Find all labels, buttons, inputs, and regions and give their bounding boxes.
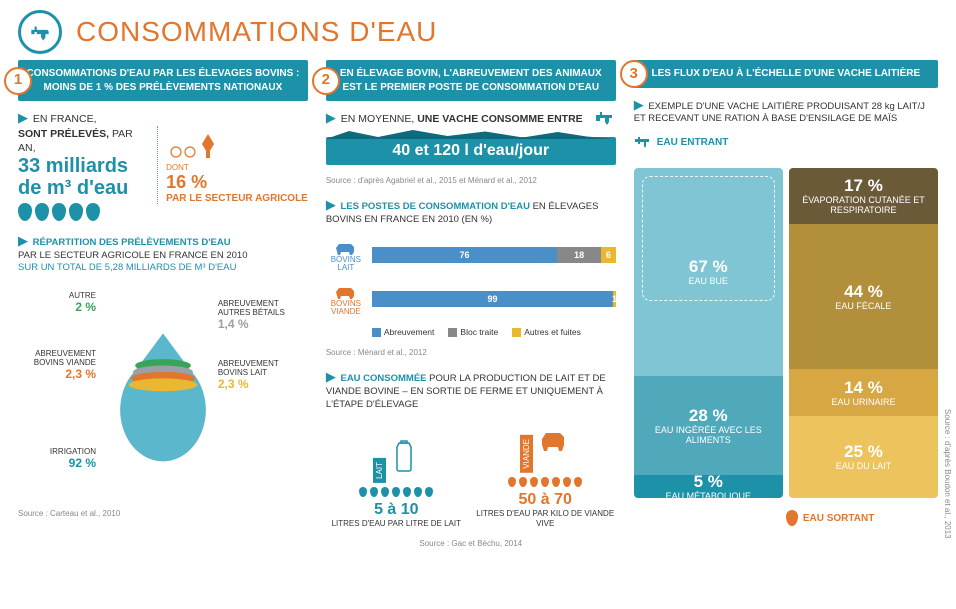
agri-callout: DONT 16 % PAR LE SECTEUR AGRICOLE (157, 126, 308, 204)
arrow-icon: ▶ (18, 233, 28, 248)
drops-row (18, 203, 143, 221)
flow-out-stack: 17 %ÉVAPORATION CUTANÉE ET RESPIRATOIRE4… (789, 168, 938, 498)
drop-segment-label: ABREUVEMENT BOVINS VIANDE2,3 % (18, 350, 96, 381)
col1-number: 1 (4, 67, 32, 95)
legend-item: Bloc traite (448, 327, 498, 337)
milk-tag: LAIT (373, 458, 386, 483)
flow-block: 25 %EAU DU LAIT (789, 416, 938, 499)
col3-source: Source : d'après Boudon et al., 2013 (943, 409, 952, 539)
eau-entrant-label: EAU ENTRANT (634, 134, 938, 150)
page-title: CONSOMMATIONS D'EAU (76, 16, 437, 48)
legend-item: Autres et fuites (512, 327, 581, 337)
drop-segment-label: AUTRE2 % (18, 292, 96, 314)
farm-icon (166, 126, 226, 160)
flow-in-column: 67 %EAU BUE28 %EAU INGÉRÉE AVEC LES ALIM… (634, 168, 783, 498)
col3-header: 3 LES FLUX D'EAU À L'ÉCHELLE D'UNE VACHE… (634, 60, 938, 88)
col1-header: 1 CONSOMMATIONS D'EAU PAR LES ÉLEVAGES B… (18, 60, 308, 101)
col2-source1: Source : d'après Agabriel et al., 2015 e… (326, 176, 616, 185)
col2-lead: ▶ EN MOYENNE, UNE VACHE CONSOMME ENTRE (326, 109, 616, 127)
legend-item: Abreuvement (372, 327, 435, 337)
col1-big-number: 33 milliards de m³ d'eau (18, 155, 143, 199)
col2-header: 2 EN ÉLEVAGE BOVIN, L'ABREUVEMENT DES AN… (326, 60, 616, 101)
bar-legend: Abreuvement Bloc traite Autres et fuites (372, 327, 616, 337)
col1-stat-row: ▶ EN FRANCE, SONT PRÉLEVÉS, PAR AN, 33 m… (18, 109, 308, 221)
column-1: 1 CONSOMMATIONS D'EAU PAR LES ÉLEVAGES B… (18, 60, 308, 548)
col1-lead: ▶ EN FRANCE, SONT PRÉLEVÉS, PAR AN, (18, 109, 143, 155)
page-header: CONSOMMATIONS D'EAU (18, 10, 938, 54)
consumption-band: 40 et 120 l d'eau/jour (326, 137, 616, 165)
flow-block: 28 %EAU INGÉRÉE AVEC LES ALIMENTS (634, 376, 783, 475)
flow-diagram: 67 %EAU BUE28 %EAU INGÉRÉE AVEC LES ALIM… (634, 168, 938, 498)
col1-subheader: ▶ RÉPARTITION DES PRÉLÈVEMENTS D'EAU PAR… (18, 233, 308, 275)
col3-number: 3 (620, 60, 648, 88)
column-3: 3 LES FLUX D'EAU À L'ÉCHELLE D'UNE VACHE… (634, 60, 938, 548)
col2-source3: Source : Gac et Béchu, 2014 (326, 539, 616, 548)
stacked-bars: BOVINS LAIT76186 BOVINS VIANDE991 (326, 238, 616, 316)
col3-lead: ▶ EXEMPLE D'UNE VACHE LAITIÈRE PRODUISAN… (634, 96, 938, 127)
infographic: CONSOMMATIONS D'EAU 1 CONSOMMATIONS D'EA… (0, 0, 956, 558)
drop-diagram: AUTRE2 % ABREUVEMENT AUTRES BÉTAILS1,4 % A… (18, 288, 308, 498)
col2-subheader: ▶ LES POSTES DE CONSOMMATION D'EAU EN ÉL… (326, 197, 616, 226)
drop-segment-label: ABREUVEMENT BOVINS LAIT2,3 % (218, 360, 308, 391)
eau-sortant-label: EAU SORTANT (786, 510, 938, 526)
col2-number: 2 (312, 67, 340, 95)
milk-block: LAIT 5 à 10 LITRES D'EAU PAR LITRE DE LA… (326, 439, 467, 528)
bar-row: BOVINS LAIT76186 (326, 238, 616, 272)
column-2: 2 EN ÉLEVAGE BOVIN, L'ABREUVEMENT DES AN… (326, 60, 616, 548)
milk-meat-row: LAIT 5 à 10 LITRES D'EAU PAR LITRE DE LA… (326, 423, 616, 528)
milk-jug-icon (389, 439, 419, 473)
tap-icon (18, 10, 62, 54)
flow-out-column: 17 %ÉVAPORATION CUTANÉE ET RESPIRATOIRE4… (789, 168, 938, 498)
tap-icon (634, 134, 652, 150)
flow-block: 44 %EAU FÉCALE (789, 224, 938, 369)
cow-icon (536, 423, 570, 457)
arrow-icon: ▶ (634, 97, 644, 112)
drop-segment-label: ABREUVEMENT AUTRES BÉTAILS1,4 % (218, 300, 308, 331)
drops-row (475, 477, 616, 487)
drop-icon (786, 510, 798, 526)
meat-block: VIANDE 50 à 70 LITRES D'EAU PAR KILO DE … (475, 423, 616, 528)
col2-source2: Source : Ménard et al., 2012 (326, 348, 616, 357)
drops-row (326, 487, 467, 497)
arrow-icon: ▶ (326, 197, 336, 212)
bar-row: BOVINS VIANDE991 (326, 282, 616, 316)
big-drop-icon (108, 328, 218, 478)
drop-segment-label: IRRIGATION92 % (18, 448, 96, 470)
arrow-icon: ▶ (326, 369, 336, 384)
columns: 1 CONSOMMATIONS D'EAU PAR LES ÉLEVAGES B… (18, 60, 938, 548)
flow-block: 14 %EAU URINAIRE (789, 369, 938, 415)
arrow-icon: ▶ (326, 110, 336, 125)
meat-tag: VIANDE (520, 435, 533, 473)
col2-cons-header: ▶ EAU CONSOMMÉE POUR LA PRODUCTION DE LA… (326, 369, 616, 411)
flow-block: 5 %EAU MÉTABOLIQUE (634, 475, 783, 498)
arrow-icon: ▶ (18, 110, 28, 125)
tap-icon (594, 109, 616, 127)
flow-block: 67 %EAU BUE (634, 168, 783, 376)
col1-source: Source : Carteau et al., 2010 (18, 509, 308, 518)
flow-block: 17 %ÉVAPORATION CUTANÉE ET RESPIRATOIRE (789, 168, 938, 224)
flow-in-stack: 67 %EAU BUE28 %EAU INGÉRÉE AVEC LES ALIM… (634, 168, 783, 498)
